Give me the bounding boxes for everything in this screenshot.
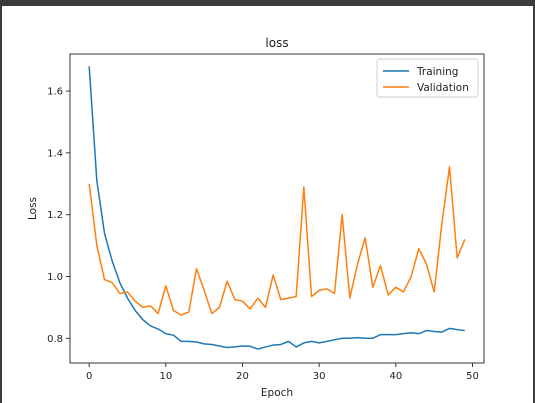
chart-title: loss bbox=[265, 36, 288, 50]
series-layer bbox=[88, 66, 466, 350]
y-tick-label: 0.8 bbox=[47, 334, 63, 345]
loss-chart: loss 0 10 20 30 40 50 0.8 1.0 1.2 1.4 1.6 Epoch L… bbox=[27, 36, 485, 399]
x-axis-ticks: 0 10 20 30 40 50 bbox=[86, 363, 479, 382]
legend-label-training: Training bbox=[416, 66, 458, 78]
axes-box bbox=[69, 53, 485, 364]
x-tick-label: 40 bbox=[389, 371, 402, 382]
x-tick-label: 50 bbox=[466, 371, 479, 382]
x-tick-label: 10 bbox=[159, 371, 172, 382]
series-line-training bbox=[88, 66, 465, 350]
legend-label-validation: Validation bbox=[417, 82, 469, 94]
x-tick-label: 30 bbox=[313, 371, 326, 382]
x-axis-label: Epoch bbox=[261, 387, 293, 399]
y-axis-label: Loss bbox=[27, 197, 39, 220]
y-axis-ticks: 0.8 1.0 1.2 1.4 1.6 bbox=[47, 87, 70, 345]
x-tick-label: 0 bbox=[86, 371, 92, 382]
legend: Training Validation bbox=[376, 58, 479, 98]
x-tick-label: 20 bbox=[236, 371, 249, 382]
y-tick-label: 1.0 bbox=[47, 272, 63, 283]
y-tick-label: 1.4 bbox=[47, 148, 63, 159]
chart-frame: loss 0 10 20 30 40 50 0.8 1.0 1.2 1.4 1.6 Epoch L… bbox=[2, 6, 533, 403]
y-tick-label: 1.2 bbox=[47, 210, 63, 221]
series-line-validation bbox=[88, 166, 466, 316]
y-tick-label: 1.6 bbox=[47, 87, 63, 98]
